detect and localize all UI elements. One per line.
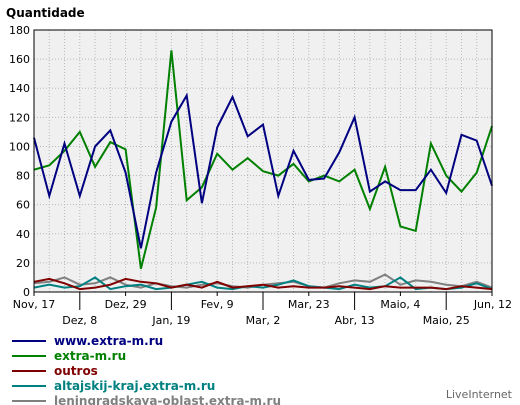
legend-entry: altajskij-kraj.extra-m.ru [54, 379, 215, 393]
series-line-2 [33, 277, 493, 291]
legend-entry: outros [54, 364, 98, 378]
x-tick-label: Jan, 19 [151, 314, 190, 327]
y-tick-label: 180 [9, 24, 30, 37]
x-tick-label: Maio, 4 [380, 298, 420, 311]
x-tick-label: Dez, 8 [62, 314, 97, 327]
y-axis-label: Quantidade [6, 6, 85, 20]
x-tick-labels: Nov, 17 Dez, 29 Fev, 9 Mar, 23 Maio, 4 Jun, 1… [13, 292, 512, 327]
legend-entry: www.extra-m.ru [54, 334, 163, 348]
plot-area [34, 30, 492, 292]
x-tick-label: Dez, 29 [105, 298, 147, 311]
x-tick-label: Mar, 2 [246, 314, 281, 327]
x-tick-label: Abr, 13 [335, 314, 375, 327]
legend-entry: leningradskaya-oblast.extra-m.ru [54, 394, 281, 405]
y-tick-label: 160 [9, 53, 30, 66]
series-line-0 [33, 92, 493, 249]
y-tick-label: 140 [9, 82, 30, 95]
y-tick-label: 120 [9, 111, 30, 124]
y-tick-label: 40 [16, 228, 30, 241]
x-tick-label: Mar, 23 [288, 298, 330, 311]
series-lines [33, 50, 493, 291]
y-tick-label: 20 [16, 257, 30, 270]
brand-label: LiveInternet [446, 388, 513, 401]
x-tick-label: Maio, 25 [423, 314, 470, 327]
x-tick-label: Jun, 12 [473, 298, 512, 311]
legend: www.extra-m.ruextra-m.ruoutrosaltajskij-… [12, 334, 281, 405]
y-tick-label: 0 [23, 286, 30, 299]
x-tick-label: Fev, 9 [201, 298, 234, 311]
series-line-1 [33, 50, 493, 269]
y-tick-labels: 0 20 40 60 80 100 120 140 160 180 [9, 24, 30, 299]
legend-entry: extra-m.ru [54, 349, 126, 363]
y-tick-label: 80 [16, 170, 30, 183]
series-line-3 [33, 276, 493, 291]
x-tick-label: Nov, 17 [13, 298, 55, 311]
y-tick-label: 100 [9, 140, 30, 153]
y-tick-label: 60 [16, 199, 30, 212]
